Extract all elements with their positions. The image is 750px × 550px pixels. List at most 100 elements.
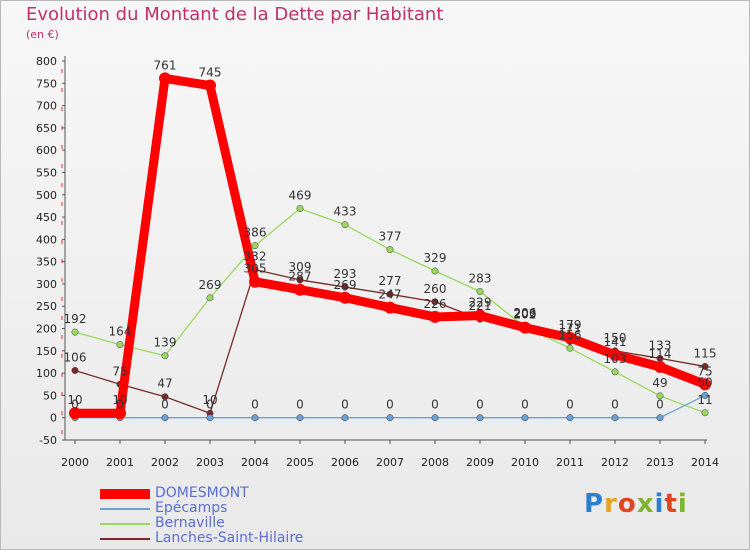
legend-swatch-bernaville: [100, 523, 150, 525]
data-point-2: [701, 409, 709, 417]
legend-label-bernaville: Bernaville: [155, 515, 225, 531]
data-point-1: [431, 414, 439, 422]
y-tick-label: 550: [36, 166, 57, 179]
data-label-3: 47: [157, 377, 172, 391]
data-label-2: 156: [559, 328, 582, 342]
data-label-0: 287: [289, 270, 312, 284]
data-point-1: [341, 414, 349, 422]
data-label-0: 305: [244, 262, 267, 276]
y-tick-label: -50: [39, 434, 57, 447]
data-point-0: [114, 407, 126, 420]
data-point-1: [206, 414, 214, 422]
data-label-3: 221: [469, 299, 492, 313]
data-point-3: [71, 366, 79, 374]
data-point-0: [564, 331, 576, 344]
x-tick-label: 2012: [601, 456, 629, 469]
data-point-1: [476, 414, 484, 422]
data-point-1: [701, 391, 709, 399]
data-label-3: 293: [334, 267, 357, 281]
data-point-0: [339, 291, 351, 304]
data-label-3: 332: [244, 250, 267, 264]
data-point-3: [341, 283, 349, 291]
x-tick-label: 2006: [331, 456, 359, 469]
data-label-2: 377: [379, 230, 402, 244]
data-label-3: 150: [604, 331, 627, 345]
data-label-0: 226: [424, 297, 447, 311]
data-label-1: 0: [476, 398, 484, 412]
data-point-2: [431, 267, 439, 275]
data-label-2: 192: [64, 312, 87, 326]
data-label-2: 164: [109, 325, 132, 339]
data-label-2: 269: [199, 278, 222, 292]
data-label-2: 11: [697, 393, 712, 407]
data-point-1: [566, 414, 574, 422]
data-point-3: [386, 290, 394, 298]
data-label-2: 49: [652, 376, 667, 390]
x-tick-label: 2008: [421, 456, 449, 469]
data-label-1: 0: [431, 398, 439, 412]
data-label-2: 433: [334, 205, 357, 219]
data-label-3: 133: [649, 338, 672, 352]
x-tick-label: 2003: [196, 456, 224, 469]
data-point-0: [249, 275, 261, 288]
data-label-0: 75: [697, 364, 712, 378]
y-tick-label: 350: [36, 256, 57, 269]
data-label-2: 103: [604, 352, 627, 366]
data-label-1: 0: [251, 398, 259, 412]
data-label-3: 115: [694, 346, 717, 360]
data-point-2: [71, 328, 79, 336]
data-label-3: 10: [202, 393, 217, 407]
data-label-3: 171: [559, 321, 582, 335]
data-label-3: 260: [424, 282, 447, 296]
x-tick-label: 2002: [151, 456, 179, 469]
data-point-2: [476, 288, 484, 295]
data-label-0: 114: [649, 347, 672, 361]
data-point-2: [611, 368, 619, 376]
logo-letter: i: [654, 489, 665, 519]
data-point-0: [519, 321, 531, 334]
data-point-2: [116, 341, 124, 349]
x-tick-label: 2013: [646, 456, 674, 469]
data-point-0: [69, 407, 81, 420]
x-tick-label: 2014: [691, 456, 719, 469]
data-label-2: 386: [244, 226, 267, 240]
data-point-3: [296, 276, 304, 284]
data-label-1: 0: [341, 398, 349, 412]
data-point-0: [654, 360, 666, 373]
data-point-2: [206, 294, 214, 302]
data-label-0: 10: [112, 393, 127, 407]
data-label-3: 277: [379, 274, 402, 288]
data-point-2: [251, 242, 259, 250]
y-tick-label: 700: [36, 100, 57, 113]
proxiti-logo: Proxiti: [584, 489, 688, 519]
logo-letter: P: [584, 489, 605, 519]
chart-title: Evolution du Montant de la Dette par Hab…: [26, 4, 444, 25]
data-label-0: 229: [469, 296, 492, 310]
logo-letter: x: [636, 489, 655, 519]
logo-letter: r: [604, 489, 618, 519]
data-point-1: [251, 414, 259, 422]
data-point-1: [611, 414, 619, 422]
data-label-2: 469: [289, 189, 312, 203]
y-tick-label: 100: [36, 367, 57, 380]
data-label-0: 179: [559, 318, 582, 332]
data-point-2: [161, 352, 169, 360]
legend-label-domesmont: DOMESMONT: [155, 485, 249, 501]
x-tick-label: 2001: [106, 456, 134, 469]
data-point-1: [656, 414, 664, 422]
data-label-3: 309: [289, 260, 312, 274]
data-point-1: [296, 414, 304, 422]
data-point-0: [384, 301, 396, 314]
y-tick-label: 200: [36, 323, 57, 336]
legend-swatch-epecamps: [100, 508, 150, 510]
data-label-1: 0: [161, 398, 169, 412]
data-label-0: 202: [514, 308, 537, 322]
x-tick-label: 2004: [241, 456, 269, 469]
data-label-2: 203: [514, 307, 537, 321]
y-tick-label: 600: [36, 144, 57, 157]
data-label-2: 329: [424, 251, 447, 265]
data-point-2: [386, 246, 394, 254]
y-tick-label: 150: [36, 345, 57, 358]
data-point-0: [294, 283, 306, 296]
